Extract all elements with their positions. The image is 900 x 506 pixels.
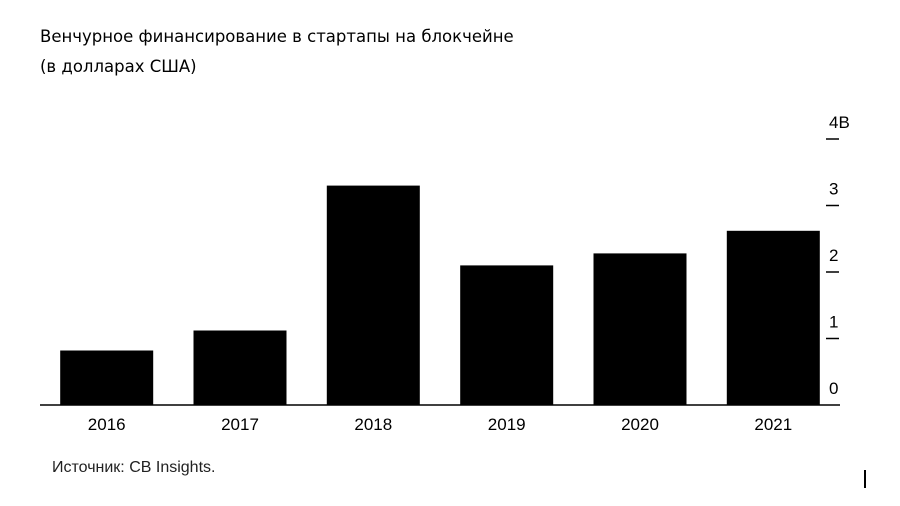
x-tick-label-2018: 2018	[354, 415, 392, 434]
x-tick-label-2021: 2021	[754, 415, 792, 434]
y-tick-label-2: 2	[829, 246, 838, 265]
y-tick-label-0: 0	[829, 379, 838, 398]
bar-2019	[460, 265, 554, 405]
bars-group	[60, 185, 820, 405]
source-note: Источник: CB Insights.	[52, 459, 216, 476]
x-tick-labels: 2016 2017 2018 2019 2020 2021	[88, 415, 792, 434]
chart-subtitle: (в долларах США)	[40, 57, 197, 76]
chart-title: Венчурное финансирование в стартапы на б…	[40, 27, 514, 46]
x-tick-label-2017: 2017	[221, 415, 259, 434]
bar-2021	[726, 230, 820, 405]
text-cursor-mark	[864, 470, 866, 488]
x-tick-label-2020: 2020	[621, 415, 659, 434]
x-tick-label-2019: 2019	[488, 415, 526, 434]
y-tick-label-1: 1	[829, 313, 838, 332]
bar-2020	[593, 253, 687, 405]
y-axis: 0 1 2 3 4B	[826, 113, 850, 398]
bar-2018	[326, 185, 420, 405]
bar-2016	[60, 350, 154, 405]
y-tick-label-4: 4B	[829, 113, 850, 132]
bar-2017	[193, 330, 287, 405]
x-tick-label-2016: 2016	[88, 415, 126, 434]
y-tick-label-3: 3	[829, 180, 838, 199]
